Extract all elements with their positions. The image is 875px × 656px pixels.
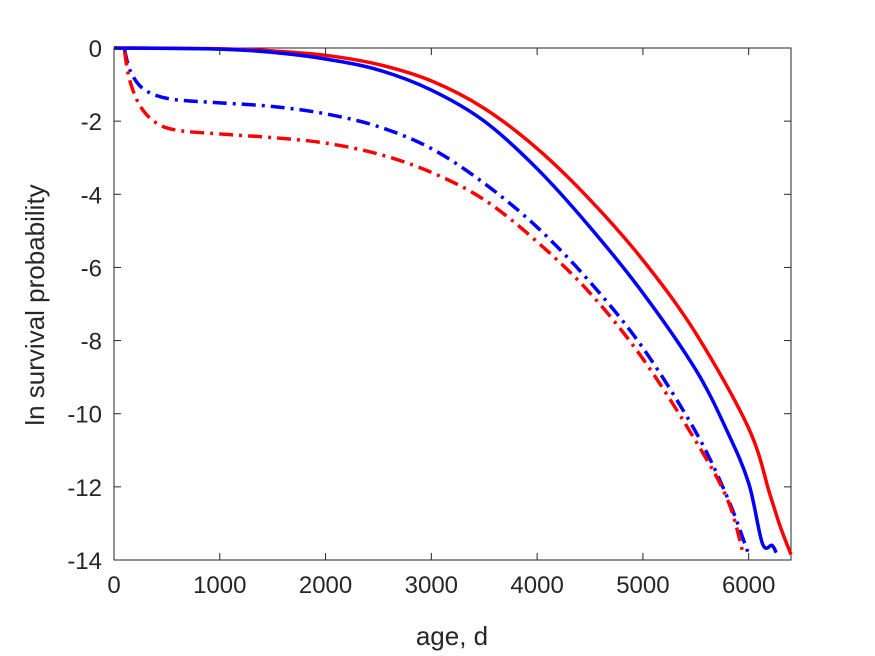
y-tick-label: -14 — [67, 548, 102, 575]
x-tick-label: 3000 — [405, 572, 458, 599]
x-tick-label: 2000 — [299, 572, 352, 599]
plot-box — [113, 47, 792, 561]
series-line-3 — [122, 49, 751, 556]
y-axis-title: ln survival probability — [20, 184, 50, 425]
series-line-1 — [114, 46, 793, 556]
y-tick-label: -10 — [67, 402, 102, 429]
y-tick-label: -2 — [81, 109, 102, 136]
y-tick-label: -4 — [81, 182, 102, 209]
series-line-2 — [114, 46, 778, 554]
x-tick-label: 5000 — [616, 572, 669, 599]
axis-ticks: 0 1000 2000 3000 4000 5000 6000 0 -2 -4 -6 -8 -10 -12… — [67, 36, 791, 599]
series-layer — [114, 46, 793, 556]
series-line-4 — [122, 51, 746, 555]
y-tick-label: -12 — [67, 475, 102, 502]
y-tick-label: -8 — [81, 329, 102, 356]
x-tick-label: 0 — [107, 572, 120, 599]
x-axis-title: age, d — [416, 621, 488, 651]
x-tick-label: 4000 — [510, 572, 563, 599]
y-tick-label: -6 — [81, 255, 102, 282]
y-tick-label: 0 — [89, 36, 102, 63]
x-tick-label: 6000 — [722, 572, 775, 599]
plot-area — [113, 47, 792, 561]
x-tick-label: 1000 — [193, 572, 246, 599]
